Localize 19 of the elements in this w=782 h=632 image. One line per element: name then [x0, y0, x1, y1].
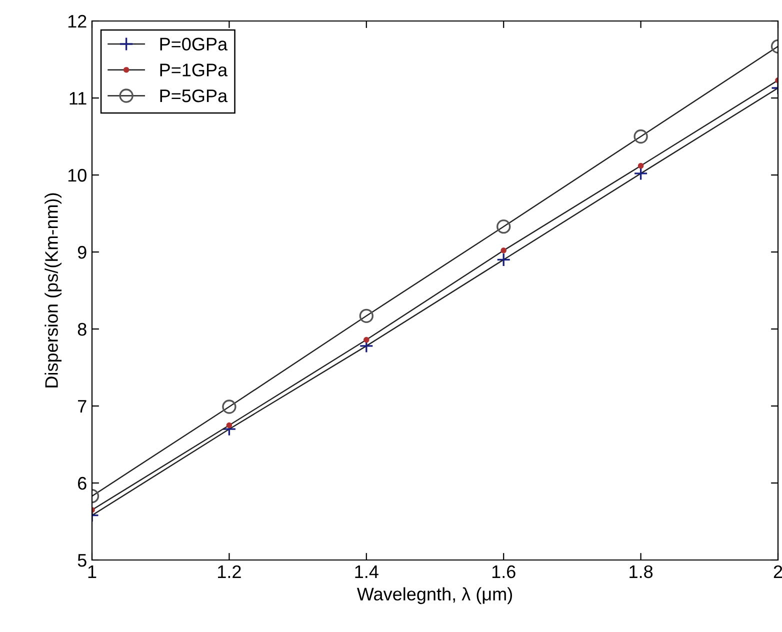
y-tick-label: 10: [68, 168, 86, 182]
y-axis-title: Dispersion (ps/(Km-nm)): [44, 193, 62, 388]
x-tick-label: 1.8: [630, 565, 653, 578]
y-tick-label: 7: [78, 400, 86, 413]
y-tick-label: 5: [78, 554, 86, 567]
legend-label: P=0GPa: [160, 38, 228, 51]
y-tick-label: 8: [78, 322, 86, 336]
legend-label: P=5GPa: [160, 89, 228, 102]
y-tick-label: 12: [68, 14, 86, 28]
x-axis-title: Wavelegnth, λ (μm): [356, 587, 512, 604]
x-tick-label: 1.2: [218, 565, 241, 578]
x-tick-label: 1.4: [355, 566, 378, 578]
legend-label: P=1GPa: [160, 64, 228, 76]
y-tick-label: 11: [70, 92, 86, 105]
y-tick-label: 6: [78, 476, 86, 490]
x-tick-label: 1: [88, 566, 96, 578]
x-tick-label: 1.6: [492, 565, 516, 578]
y-tick-label: 9: [78, 246, 86, 259]
x-tick-label: 2: [774, 565, 782, 578]
